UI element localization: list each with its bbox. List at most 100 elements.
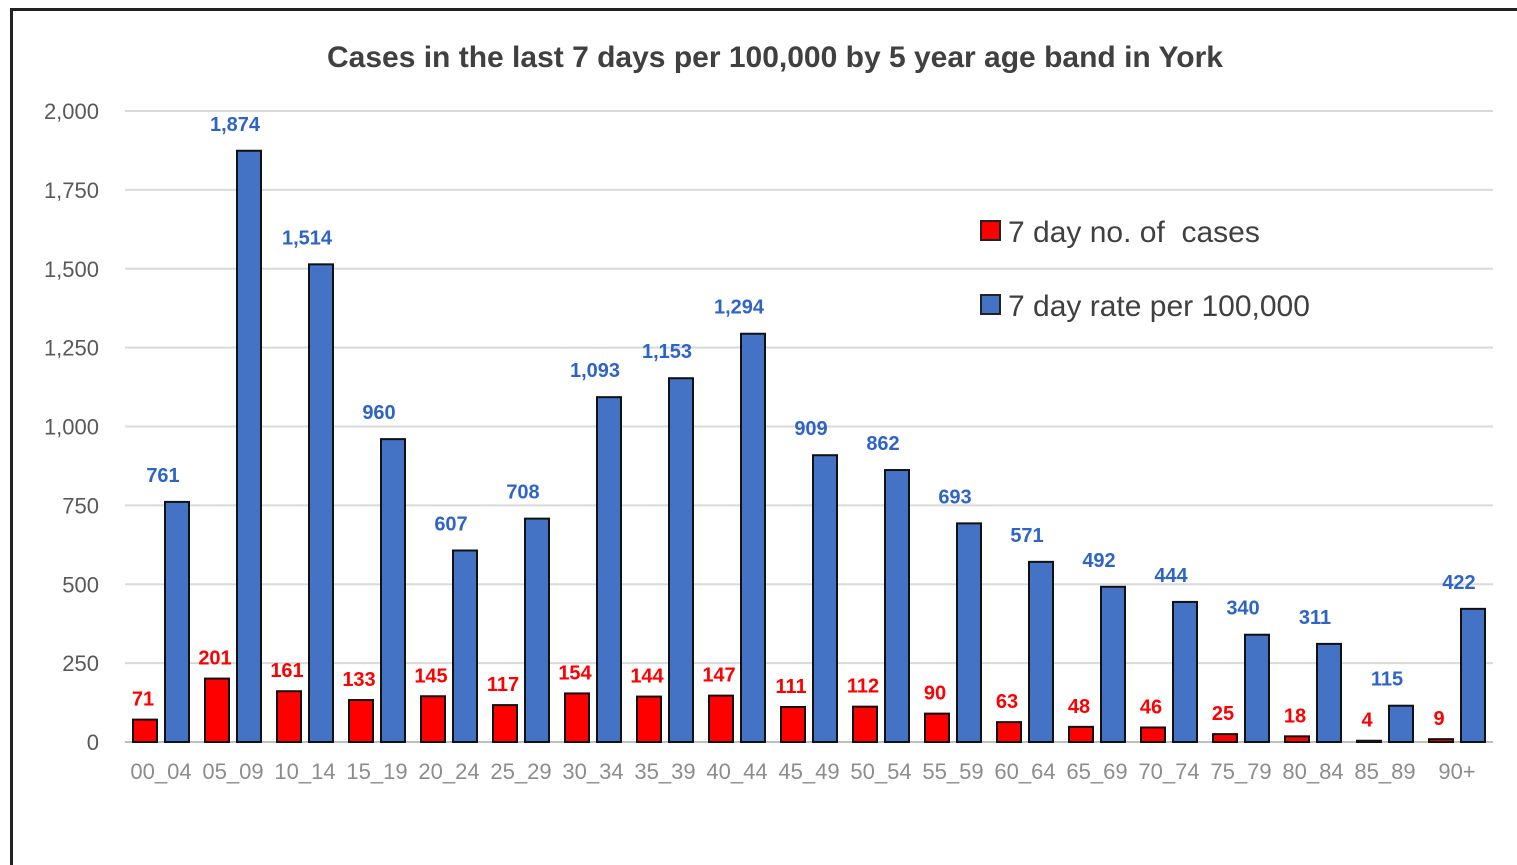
data-label-rate: 708 bbox=[506, 482, 539, 504]
data-label-rate: 1,093 bbox=[570, 360, 620, 382]
bar-rate bbox=[884, 469, 910, 743]
data-label-rate: 761 bbox=[146, 465, 179, 487]
data-label-cases: 145 bbox=[414, 665, 447, 687]
bar-rate bbox=[524, 517, 550, 743]
y-tick-label: 750 bbox=[62, 493, 99, 518]
data-label-rate: 909 bbox=[794, 418, 827, 440]
y-tick-label: 1,500 bbox=[44, 257, 99, 282]
data-label-rate: 1,294 bbox=[714, 297, 765, 319]
data-label-rate: 862 bbox=[866, 433, 899, 455]
data-label-cases: 133 bbox=[342, 669, 375, 691]
data-label-cases: 46 bbox=[1140, 696, 1162, 718]
bar-rate bbox=[740, 332, 766, 743]
bar-rate bbox=[1244, 633, 1270, 743]
bar-rate bbox=[1316, 642, 1342, 744]
bar-rate bbox=[380, 438, 406, 743]
chart-frame: Cases in the last 7 days per 100,000 by … bbox=[10, 8, 1517, 865]
bar-cases bbox=[1140, 726, 1166, 743]
data-label-rate: 115 bbox=[1371, 669, 1403, 691]
bar-cases bbox=[1068, 725, 1094, 744]
x-tick-label: 80_84 bbox=[1282, 759, 1343, 784]
y-tick-label: 500 bbox=[62, 572, 99, 597]
data-label-rate: 571 bbox=[1010, 525, 1043, 547]
bar-rate bbox=[1172, 600, 1198, 744]
bar-rate bbox=[956, 522, 982, 744]
data-label-cases: 154 bbox=[558, 662, 592, 684]
bar-cases bbox=[924, 712, 950, 743]
bar-rate bbox=[1388, 704, 1414, 744]
x-tick-label: 90+ bbox=[1438, 759, 1475, 784]
y-tick-label: 2,000 bbox=[44, 99, 99, 124]
bar-cases bbox=[132, 718, 158, 743]
data-label-rate: 340 bbox=[1226, 598, 1259, 620]
x-tick-label: 30_34 bbox=[562, 759, 623, 784]
bar-rate bbox=[164, 500, 190, 744]
bar-cases bbox=[852, 705, 878, 743]
bar-rate bbox=[668, 377, 694, 743]
bar-cases bbox=[636, 695, 662, 743]
bar-cases bbox=[564, 692, 590, 744]
legend-swatch-cases bbox=[980, 220, 1001, 241]
data-label-cases: 4 bbox=[1361, 710, 1373, 732]
data-label-cases: 9 bbox=[1433, 708, 1444, 730]
bar-rate bbox=[1460, 607, 1486, 744]
data-label-rate: 607 bbox=[434, 513, 467, 535]
data-label-rate: 693 bbox=[938, 486, 971, 508]
data-label-cases: 144 bbox=[630, 666, 664, 688]
bar-cases bbox=[420, 695, 446, 744]
x-tick-label: 75_79 bbox=[1210, 759, 1271, 784]
x-tick-label: 70_74 bbox=[1138, 759, 1199, 784]
x-tick-label: 00_04 bbox=[130, 759, 191, 784]
bar-cases bbox=[204, 677, 230, 743]
x-tick-label: 55_59 bbox=[922, 759, 983, 784]
data-label-cases: 90 bbox=[924, 683, 946, 705]
data-label-rate: 311 bbox=[1299, 607, 1331, 629]
x-tick-label: 20_24 bbox=[418, 759, 479, 784]
bar-rate bbox=[236, 149, 262, 744]
bar-cases bbox=[1356, 739, 1382, 743]
y-tick-label: 0 bbox=[87, 730, 99, 755]
y-tick-label: 1,250 bbox=[44, 336, 99, 361]
data-label-rate: 422 bbox=[1442, 572, 1475, 594]
bar-cases bbox=[1212, 733, 1238, 743]
data-label-rate: 1,874 bbox=[210, 114, 261, 136]
data-label-cases: 25 bbox=[1212, 703, 1234, 725]
legend-swatch-rate bbox=[980, 294, 1001, 315]
y-tick-label: 1,000 bbox=[44, 415, 99, 440]
data-label-cases: 147 bbox=[702, 665, 735, 687]
bar-cases bbox=[708, 694, 734, 744]
x-axis-ticks: 00_04 05_09 10_14 15_19 20_24 25_29 30_34 35_39… bbox=[130, 759, 1475, 784]
data-label-cases: 18 bbox=[1284, 705, 1306, 727]
chart-title: Cases in the last 7 days per 100,000 by … bbox=[327, 41, 1223, 74]
data-label-cases: 111 bbox=[775, 676, 806, 698]
bar-rate bbox=[308, 263, 334, 743]
bar-cases bbox=[276, 690, 302, 744]
x-tick-label: 15_19 bbox=[346, 759, 407, 784]
bar-rate bbox=[1100, 585, 1126, 743]
bar-cases bbox=[348, 699, 374, 744]
bar-cases bbox=[996, 721, 1022, 743]
y-tick-label: 250 bbox=[62, 651, 99, 676]
gridlines bbox=[125, 110, 1493, 743]
legend-label-rate: 7 day rate per 100,000 bbox=[1008, 290, 1310, 323]
data-label-cases: 201 bbox=[198, 648, 231, 670]
data-label-rate: 444 bbox=[1154, 565, 1188, 587]
bar-rate bbox=[452, 549, 478, 744]
x-tick-label: 35_39 bbox=[634, 759, 695, 784]
bar-rate bbox=[1028, 560, 1054, 743]
data-labels: 71 761 201 1,874 161 1,514 133 960 145 607 117 708 1… bbox=[132, 114, 1476, 732]
bar-rate bbox=[596, 396, 622, 743]
x-tick-label: 25_29 bbox=[490, 759, 551, 784]
bar-rate bbox=[812, 454, 838, 743]
data-label-cases: 48 bbox=[1068, 696, 1090, 718]
data-label-cases: 112 bbox=[847, 676, 879, 698]
y-tick-label: 1,750 bbox=[44, 178, 99, 203]
data-label-rate: 1,514 bbox=[282, 227, 333, 249]
data-label-cases: 71 bbox=[132, 689, 154, 711]
x-tick-label: 50_54 bbox=[850, 759, 911, 784]
x-tick-label: 85_89 bbox=[1354, 759, 1415, 784]
legend-label-cases: 7 day no. of cases bbox=[1008, 216, 1260, 249]
data-label-cases: 117 bbox=[487, 674, 519, 696]
data-label-cases: 161 bbox=[270, 660, 303, 682]
bar-cases bbox=[780, 705, 806, 743]
